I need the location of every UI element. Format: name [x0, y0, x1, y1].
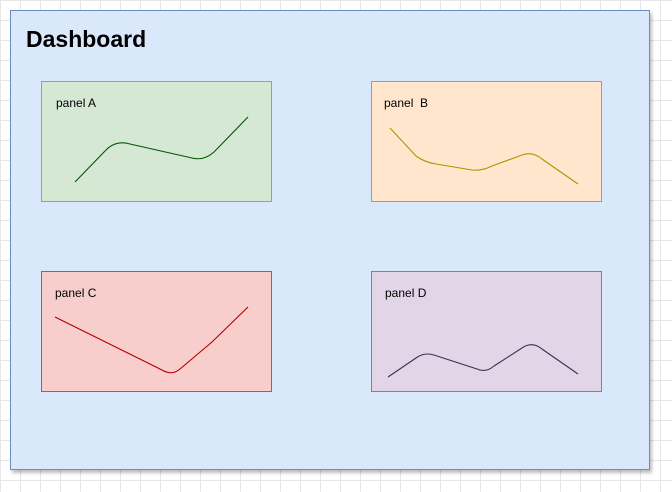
panel-a-line [74, 116, 249, 183]
panel-d[interactable]: panel D [371, 271, 602, 392]
panel-c-line [54, 306, 249, 374]
panel-a[interactable]: panel A [41, 81, 272, 202]
panel-b-sparkline [389, 127, 579, 185]
panel-a-label: panel A [56, 96, 97, 110]
panel-c-label: panel C [55, 286, 97, 300]
panel-a-sparkline [74, 116, 249, 183]
panel-d-line [387, 344, 579, 378]
dashboard-title: Dashboard [26, 26, 147, 52]
dashboard-container: Dashboard panel A panel B panel C panel … [10, 10, 650, 470]
panel-b-label: panel B [384, 96, 429, 110]
panel-d-sparkline [387, 344, 579, 378]
panel-d-label: panel D [385, 286, 427, 300]
panel-c[interactable]: panel C [41, 271, 272, 392]
panel-c-sparkline [54, 306, 249, 374]
panel-b-line [389, 127, 579, 185]
panel-b[interactable]: panel B [371, 81, 602, 202]
